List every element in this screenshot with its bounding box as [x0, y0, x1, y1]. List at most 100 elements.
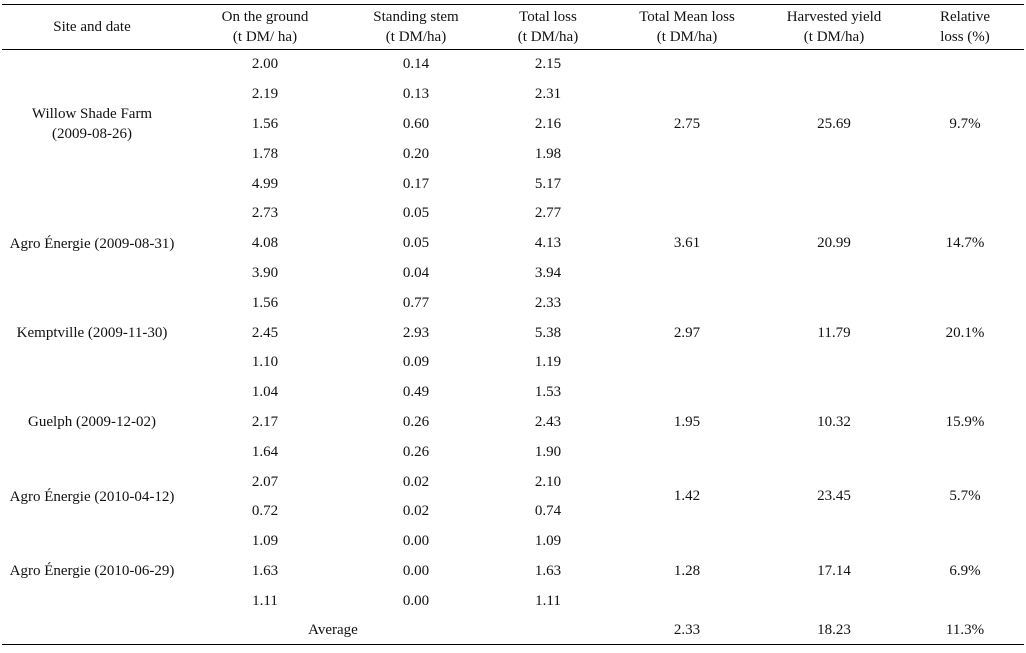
harvested-yield-value: 23.45 — [817, 488, 851, 505]
header-label: Standing stem — [373, 9, 459, 25]
on-ground-value: 2.00 — [251, 56, 279, 73]
total-mean-loss-value: 1.42 — [673, 488, 701, 505]
table-row: Kemptville (2009-11-30) 1.56 0.77 2.33 2.97 1… — [2, 288, 1024, 341]
total-loss-value: 0.74 — [534, 503, 562, 520]
relative-loss-value: 6.9% — [949, 562, 981, 579]
header-label: Total loss — [519, 9, 577, 25]
total-loss-value: 1.63 — [534, 562, 562, 579]
total-loss-value: 5.17 — [534, 175, 562, 192]
site-name: Agro Énergie (2010-06-29) — [9, 563, 175, 580]
on-ground-value: 2.07 — [251, 473, 279, 490]
on-ground-value: 1.64 — [251, 443, 279, 460]
site-name: Agro Énergie (2009-08-31) — [9, 235, 175, 252]
site-name: Agro Énergie (2010-04-12) — [9, 488, 175, 505]
average-mean-loss: 2.33 — [612, 616, 762, 646]
relative-loss-value: 9.7% — [949, 115, 981, 132]
header-label: Relative — [940, 9, 990, 25]
total-loss-value: 2.31 — [534, 86, 562, 103]
site-date-cell: Guelph (2009-12-02) — [2, 378, 182, 467]
total-loss-value: 4.13 — [534, 235, 562, 252]
standing-stem-value: 0.49 — [402, 384, 430, 401]
total-loss-value: 2.33 — [534, 294, 562, 311]
harvested-yield-value: 25.69 — [817, 115, 851, 132]
harvested-yield-value: 10.32 — [817, 413, 851, 430]
empty-cell — [484, 616, 612, 646]
table-row: 1.63 0.00 1.63 — [2, 557, 1024, 587]
header-total-loss: Total loss (t DM/ha) — [484, 4, 612, 50]
total-loss-value: 2.10 — [534, 473, 562, 490]
site-name: Willow Shade Farm — [31, 106, 153, 123]
standing-stem-value: 0.26 — [402, 413, 430, 430]
site-name: Guelph (2009-12-02) — [28, 414, 156, 431]
total-loss-value: 1.90 — [534, 443, 562, 460]
header-on-ground: On the ground (t DM/ ha) — [182, 4, 348, 50]
on-ground-value: 1.11 — [252, 592, 278, 609]
table-row: Agro Énergie (2009-08-31) 2.73 0.05 2.77 3.6… — [2, 199, 1024, 251]
standing-stem-value: 0.77 — [402, 294, 430, 311]
standing-stem-value: 0.05 — [402, 235, 430, 252]
total-mean-loss-value: 2.75 — [673, 115, 701, 132]
on-ground-value: 2.17 — [251, 413, 279, 430]
standing-stem-value: 0.02 — [402, 473, 430, 490]
harvested-yield-value: 17.14 — [817, 562, 851, 579]
total-loss-value: 2.15 — [534, 56, 562, 73]
table-body: Willow Shade Farm (2009-08-26) 2.00 0.14 2.1… — [2, 50, 1024, 646]
on-ground-value: 1.78 — [251, 145, 279, 162]
site-date-cell: Agro Énergie (2009-08-31) — [2, 199, 182, 288]
on-ground-value: 4.99 — [251, 175, 279, 192]
total-loss-value: 3.94 — [534, 264, 562, 281]
standing-stem-value: 2.93 — [402, 324, 430, 341]
average-row: Average 2.33 18.23 11.3% — [2, 616, 1024, 646]
total-mean-loss-value: 1.95 — [673, 413, 701, 430]
relative-loss-value: 20.1% — [945, 324, 985, 341]
on-ground-value: 2.19 — [251, 86, 279, 103]
standing-stem-value: 0.00 — [402, 533, 430, 550]
relative-loss-value: 5.7% — [949, 488, 981, 505]
standing-stem-value: 0.02 — [402, 503, 430, 520]
site-date: (2009-08-26) — [52, 126, 132, 143]
standing-stem-value: 0.04 — [402, 264, 430, 281]
standing-stem-value: 0.05 — [402, 205, 430, 222]
table-row: Agro Énergie (2010-06-29) 1.09 0.00 1.09 1.2… — [2, 527, 1024, 579]
standing-stem-value: 0.60 — [402, 115, 430, 132]
total-loss-value: 2.16 — [534, 115, 562, 132]
on-ground-value: 1.63 — [251, 562, 279, 579]
total-mean-loss-value: 1.28 — [673, 562, 701, 579]
on-ground-value: 1.56 — [251, 294, 279, 311]
empty-cell — [2, 616, 182, 646]
relative-loss-value: 15.9% — [945, 413, 985, 430]
standing-stem-value: 0.00 — [402, 592, 430, 609]
loss-table: Site and date On the ground (t DM/ ha) S… — [2, 4, 1024, 646]
on-ground-value: 1.10 — [251, 354, 279, 371]
relative-loss-value: 14.7% — [945, 235, 985, 252]
total-mean-loss-value: 3.61 — [673, 235, 701, 252]
total-loss-value: 2.43 — [534, 413, 562, 430]
total-loss-value: 5.38 — [534, 324, 562, 341]
total-mean-loss-value: 2.97 — [673, 324, 701, 341]
header-unit: (t DM/ha) — [385, 29, 447, 45]
site-date-cell: Kemptville (2009-11-30) — [2, 288, 182, 377]
total-loss-value: 2.77 — [534, 205, 562, 222]
header-total-mean-loss: Total Mean loss (t DM/ha) — [612, 4, 762, 50]
on-ground-value: 4.08 — [251, 235, 279, 252]
total-loss-value: 1.09 — [534, 533, 562, 550]
standing-stem-value: 0.09 — [402, 354, 430, 371]
site-date-cell: Agro Énergie (2010-06-29) — [2, 527, 182, 616]
on-ground-value: 2.73 — [251, 205, 279, 222]
on-ground-value: 1.04 — [251, 384, 279, 401]
on-ground-value: 3.90 — [251, 264, 279, 281]
standing-stem-value: 0.14 — [402, 56, 430, 73]
harvested-yield-value: 20.99 — [817, 235, 851, 252]
header-row: Site and date On the ground (t DM/ ha) S… — [2, 4, 1024, 50]
standing-stem-value: 0.13 — [402, 86, 430, 103]
header-label: On the ground — [221, 9, 309, 25]
header-label: Total Mean loss — [639, 9, 735, 25]
on-ground-value: 2.45 — [251, 324, 279, 341]
table-row: Willow Shade Farm (2009-08-26) 2.00 0.14 2.1… — [2, 50, 1024, 142]
table-row: 1.64 0.26 1.90 — [2, 437, 1024, 467]
table-row: 3.90 0.04 3.94 — [2, 259, 1024, 289]
header-label: Harvested yield — [786, 9, 882, 25]
table-row: 2.19 0.13 2.31 — [2, 80, 1024, 110]
header-standing-stem: Standing stem (t DM/ha) — [348, 4, 484, 50]
on-ground-value: 0.72 — [251, 503, 279, 520]
